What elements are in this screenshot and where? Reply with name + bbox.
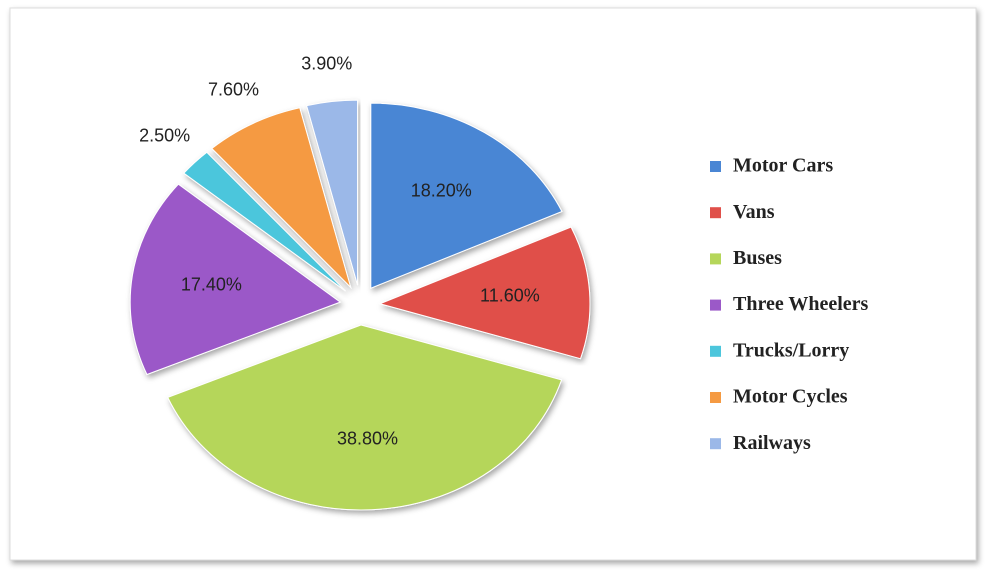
legend-swatch <box>710 161 721 172</box>
legend-label: Three Wheelers <box>733 293 869 315</box>
legend-label: Buses <box>733 247 782 269</box>
legend-label: Motor Cycles <box>733 386 848 408</box>
pie-slice <box>211 107 352 290</box>
legend-swatch <box>710 438 721 450</box>
legend-label: Motor Cars <box>733 155 833 177</box>
pie-slice <box>183 151 346 292</box>
data-label: 17.40% <box>181 274 242 294</box>
legend-label: Trucks/Lorry <box>733 339 849 361</box>
legend-swatch <box>710 345 721 357</box>
pie-slice <box>370 102 563 289</box>
legend-swatch <box>710 253 721 265</box>
pie-slice <box>378 226 591 360</box>
data-label: 3.90% <box>301 54 352 74</box>
pie-slice <box>129 183 342 376</box>
legend-label: Railways <box>733 432 811 454</box>
legend-swatch <box>710 299 721 311</box>
legend-label: Vans <box>733 201 775 223</box>
legend-swatch <box>710 207 721 219</box>
data-label: 18.20% <box>411 180 472 200</box>
data-label: 7.60% <box>208 80 259 100</box>
pie-slice <box>167 324 563 511</box>
data-label: 2.50% <box>139 125 190 145</box>
pie-slice <box>305 99 359 286</box>
data-label: 38.80% <box>337 428 398 448</box>
legend-swatch <box>710 392 721 403</box>
data-label: 11.60% <box>480 285 540 305</box>
